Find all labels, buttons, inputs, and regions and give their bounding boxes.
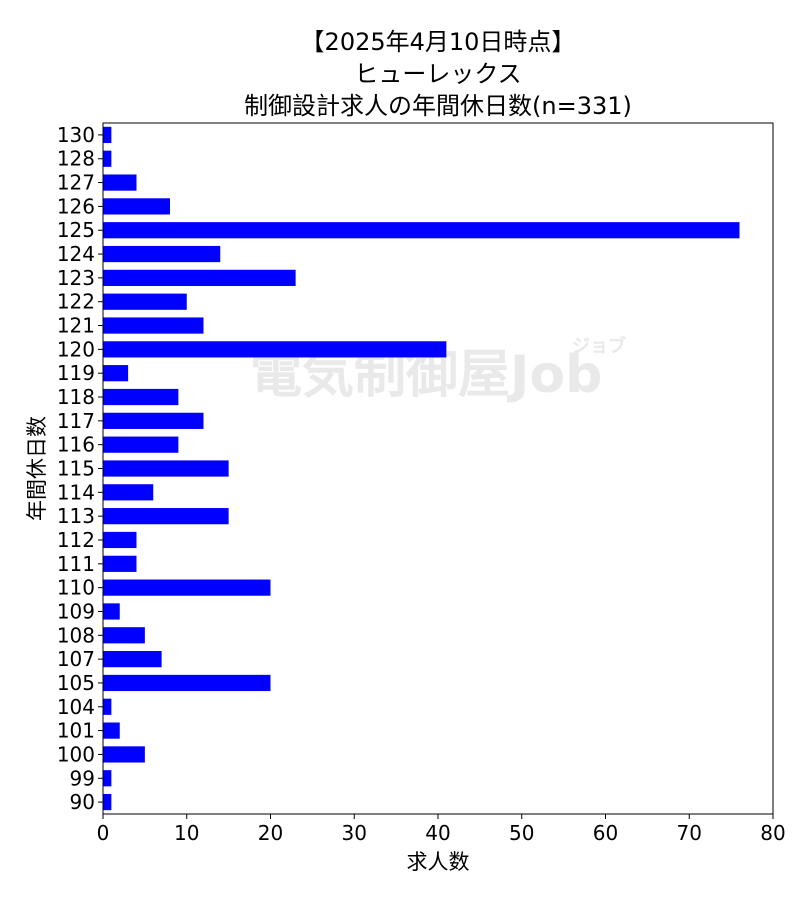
y-tick-label: 111 xyxy=(57,552,95,576)
bar xyxy=(103,460,229,477)
x-tick-label: 70 xyxy=(677,821,702,845)
bar xyxy=(103,627,145,644)
bar xyxy=(103,365,129,382)
y-tick-label: 122 xyxy=(57,290,95,314)
bar xyxy=(103,770,112,787)
bar xyxy=(103,674,271,692)
bar xyxy=(103,341,447,358)
y-tick-label: 118 xyxy=(57,385,95,409)
bar xyxy=(103,126,112,144)
bar xyxy=(103,245,221,263)
y-tick-label: 125 xyxy=(57,218,95,242)
y-tick-label: 113 xyxy=(57,504,95,528)
y-tick-label: 130 xyxy=(57,123,95,147)
watermark-subtext: ジョブ xyxy=(572,335,626,357)
y-tick-label: 119 xyxy=(57,361,95,385)
bar xyxy=(103,698,112,715)
y-axis: 9099100101104105107108109110111112113114… xyxy=(57,123,103,814)
bar xyxy=(103,388,179,406)
chart-title-line: 【2025年4月10日時点】 xyxy=(301,28,576,56)
x-tick-label: 40 xyxy=(425,821,450,845)
y-tick-label: 105 xyxy=(57,671,95,695)
y-tick-label: 124 xyxy=(57,242,95,266)
y-tick-label: 123 xyxy=(57,266,95,290)
y-tick-label: 99 xyxy=(70,766,95,790)
bar xyxy=(103,651,162,668)
y-tick-label: 109 xyxy=(57,599,95,623)
y-tick-label: 116 xyxy=(57,433,95,457)
bar xyxy=(103,484,154,501)
bar xyxy=(103,293,187,310)
y-tick-label: 128 xyxy=(57,147,95,171)
bars xyxy=(103,126,740,811)
bar xyxy=(103,412,204,429)
y-tick-label: 101 xyxy=(57,719,95,743)
bar xyxy=(103,508,229,525)
bar xyxy=(103,269,296,286)
y-tick-label: 126 xyxy=(57,194,95,218)
y-tick-label: 121 xyxy=(57,314,95,338)
x-tick-label: 30 xyxy=(342,821,367,845)
y-tick-label: 108 xyxy=(57,623,95,647)
y-tick-label: 90 xyxy=(70,790,95,814)
y-tick-label: 127 xyxy=(57,171,95,195)
y-axis-label: 年間休日数 xyxy=(25,416,49,521)
x-tick-label: 50 xyxy=(509,821,534,845)
bar xyxy=(103,793,112,811)
bar xyxy=(103,722,120,739)
bar xyxy=(103,603,120,620)
bar xyxy=(103,174,137,191)
bar xyxy=(103,150,112,167)
y-tick-label: 117 xyxy=(57,409,95,433)
x-tick-label: 20 xyxy=(258,821,283,845)
y-tick-label: 107 xyxy=(57,647,95,671)
x-tick-label: 0 xyxy=(97,821,110,845)
x-tick-label: 60 xyxy=(593,821,618,845)
bar xyxy=(103,579,271,596)
chart-title-line: 制御設計求人の年間休日数(n=331) xyxy=(244,92,632,120)
x-axis-label: 求人数 xyxy=(407,850,470,874)
y-tick-label: 100 xyxy=(57,742,95,766)
x-tick-label: 10 xyxy=(174,821,199,845)
y-tick-label: 110 xyxy=(57,576,95,600)
x-axis: 0 10 20 30 40 50 60 70 80 xyxy=(97,814,786,845)
bar xyxy=(103,531,137,549)
bar xyxy=(103,317,204,334)
bar xyxy=(103,198,170,215)
y-tick-label: 114 xyxy=(57,480,95,504)
bar xyxy=(103,746,145,763)
y-tick-label: 104 xyxy=(57,695,95,719)
bar xyxy=(103,436,179,453)
x-tick-label: 80 xyxy=(760,821,785,845)
bar xyxy=(103,555,137,572)
y-tick-label: 120 xyxy=(57,337,95,361)
y-tick-label: 112 xyxy=(57,528,95,552)
chart-title-line: ヒューレックス xyxy=(354,60,521,88)
bar xyxy=(103,222,740,239)
y-tick-label: 115 xyxy=(57,457,95,481)
